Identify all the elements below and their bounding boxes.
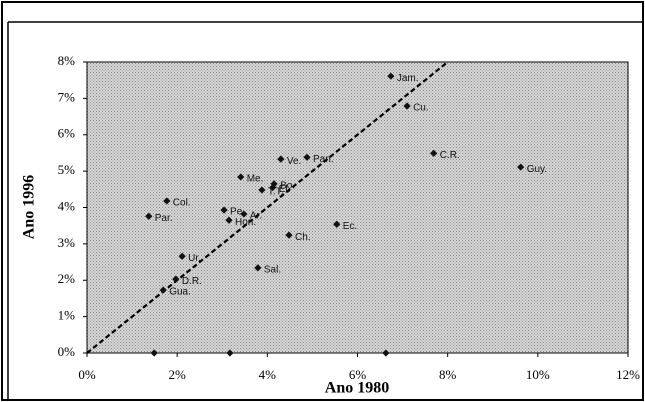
point	[382, 349, 390, 357]
point-label: Sal.	[264, 265, 281, 276]
reference-line	[86, 61, 449, 354]
y-tick-label: 8%	[58, 53, 76, 68]
point	[237, 173, 245, 181]
point	[240, 210, 248, 218]
point	[254, 264, 262, 272]
x-tick-label: 8%	[439, 367, 457, 382]
point-label: Me.	[247, 174, 264, 185]
point-label: C.R.	[440, 150, 460, 161]
y-tick-label: 7%	[58, 89, 76, 104]
point-label: Guy.	[527, 164, 547, 175]
y-tick-label: 0%	[58, 344, 76, 359]
point-label: Ec.	[343, 221, 357, 232]
x-tick-label: 4%	[259, 367, 277, 382]
plot-area	[86, 61, 629, 354]
point	[387, 72, 395, 80]
x-tick-label: 10%	[526, 367, 550, 382]
point-label: Ur.	[188, 253, 201, 264]
point	[430, 149, 438, 157]
point-label: Hon.	[235, 217, 256, 228]
point-label: Ch.	[295, 232, 311, 243]
point-label: El.	[279, 184, 291, 195]
point-label: Pan.	[313, 154, 334, 165]
x-tick-label: 2%	[168, 367, 186, 382]
y-tick-label: 4%	[58, 198, 76, 213]
y-tick-label: 6%	[58, 126, 76, 141]
point	[163, 197, 171, 205]
point-label: Ar.	[250, 211, 262, 222]
point	[225, 216, 233, 224]
point	[226, 349, 234, 357]
point	[258, 186, 266, 194]
point-label: Bo.	[280, 180, 295, 191]
point	[150, 349, 158, 357]
y-tick-label: 2%	[58, 271, 76, 286]
point	[285, 231, 293, 239]
point	[303, 153, 311, 161]
point-label: D.R.	[182, 276, 202, 287]
point	[403, 102, 411, 110]
point	[145, 212, 153, 220]
y-tick-label: 3%	[58, 235, 76, 250]
point	[277, 155, 285, 163]
point-label: Ve.	[287, 156, 301, 167]
point	[178, 252, 186, 260]
point-label: Col.	[173, 198, 191, 209]
point	[333, 220, 341, 228]
point-label: Gua.	[169, 287, 191, 298]
point	[220, 206, 228, 214]
point-label: Par.	[155, 213, 173, 224]
x-tick-label: 6%	[349, 367, 367, 382]
x-tick-label: 0%	[78, 367, 96, 382]
y-axis-label: Ano 1996	[21, 175, 38, 239]
point-label: T.T.	[268, 187, 284, 198]
point-label: Pe.	[230, 207, 245, 218]
point	[269, 183, 277, 192]
y-tick-label: 5%	[58, 162, 76, 177]
x-axis-label: Ano 1980	[325, 380, 389, 397]
point-label: Jam.	[397, 73, 419, 84]
y-tick-label: 1%	[58, 308, 76, 323]
x-tick-label: 12%	[616, 367, 640, 382]
point	[172, 275, 180, 283]
point	[517, 163, 525, 171]
point	[159, 286, 167, 294]
point-label: Cu.	[413, 103, 429, 114]
